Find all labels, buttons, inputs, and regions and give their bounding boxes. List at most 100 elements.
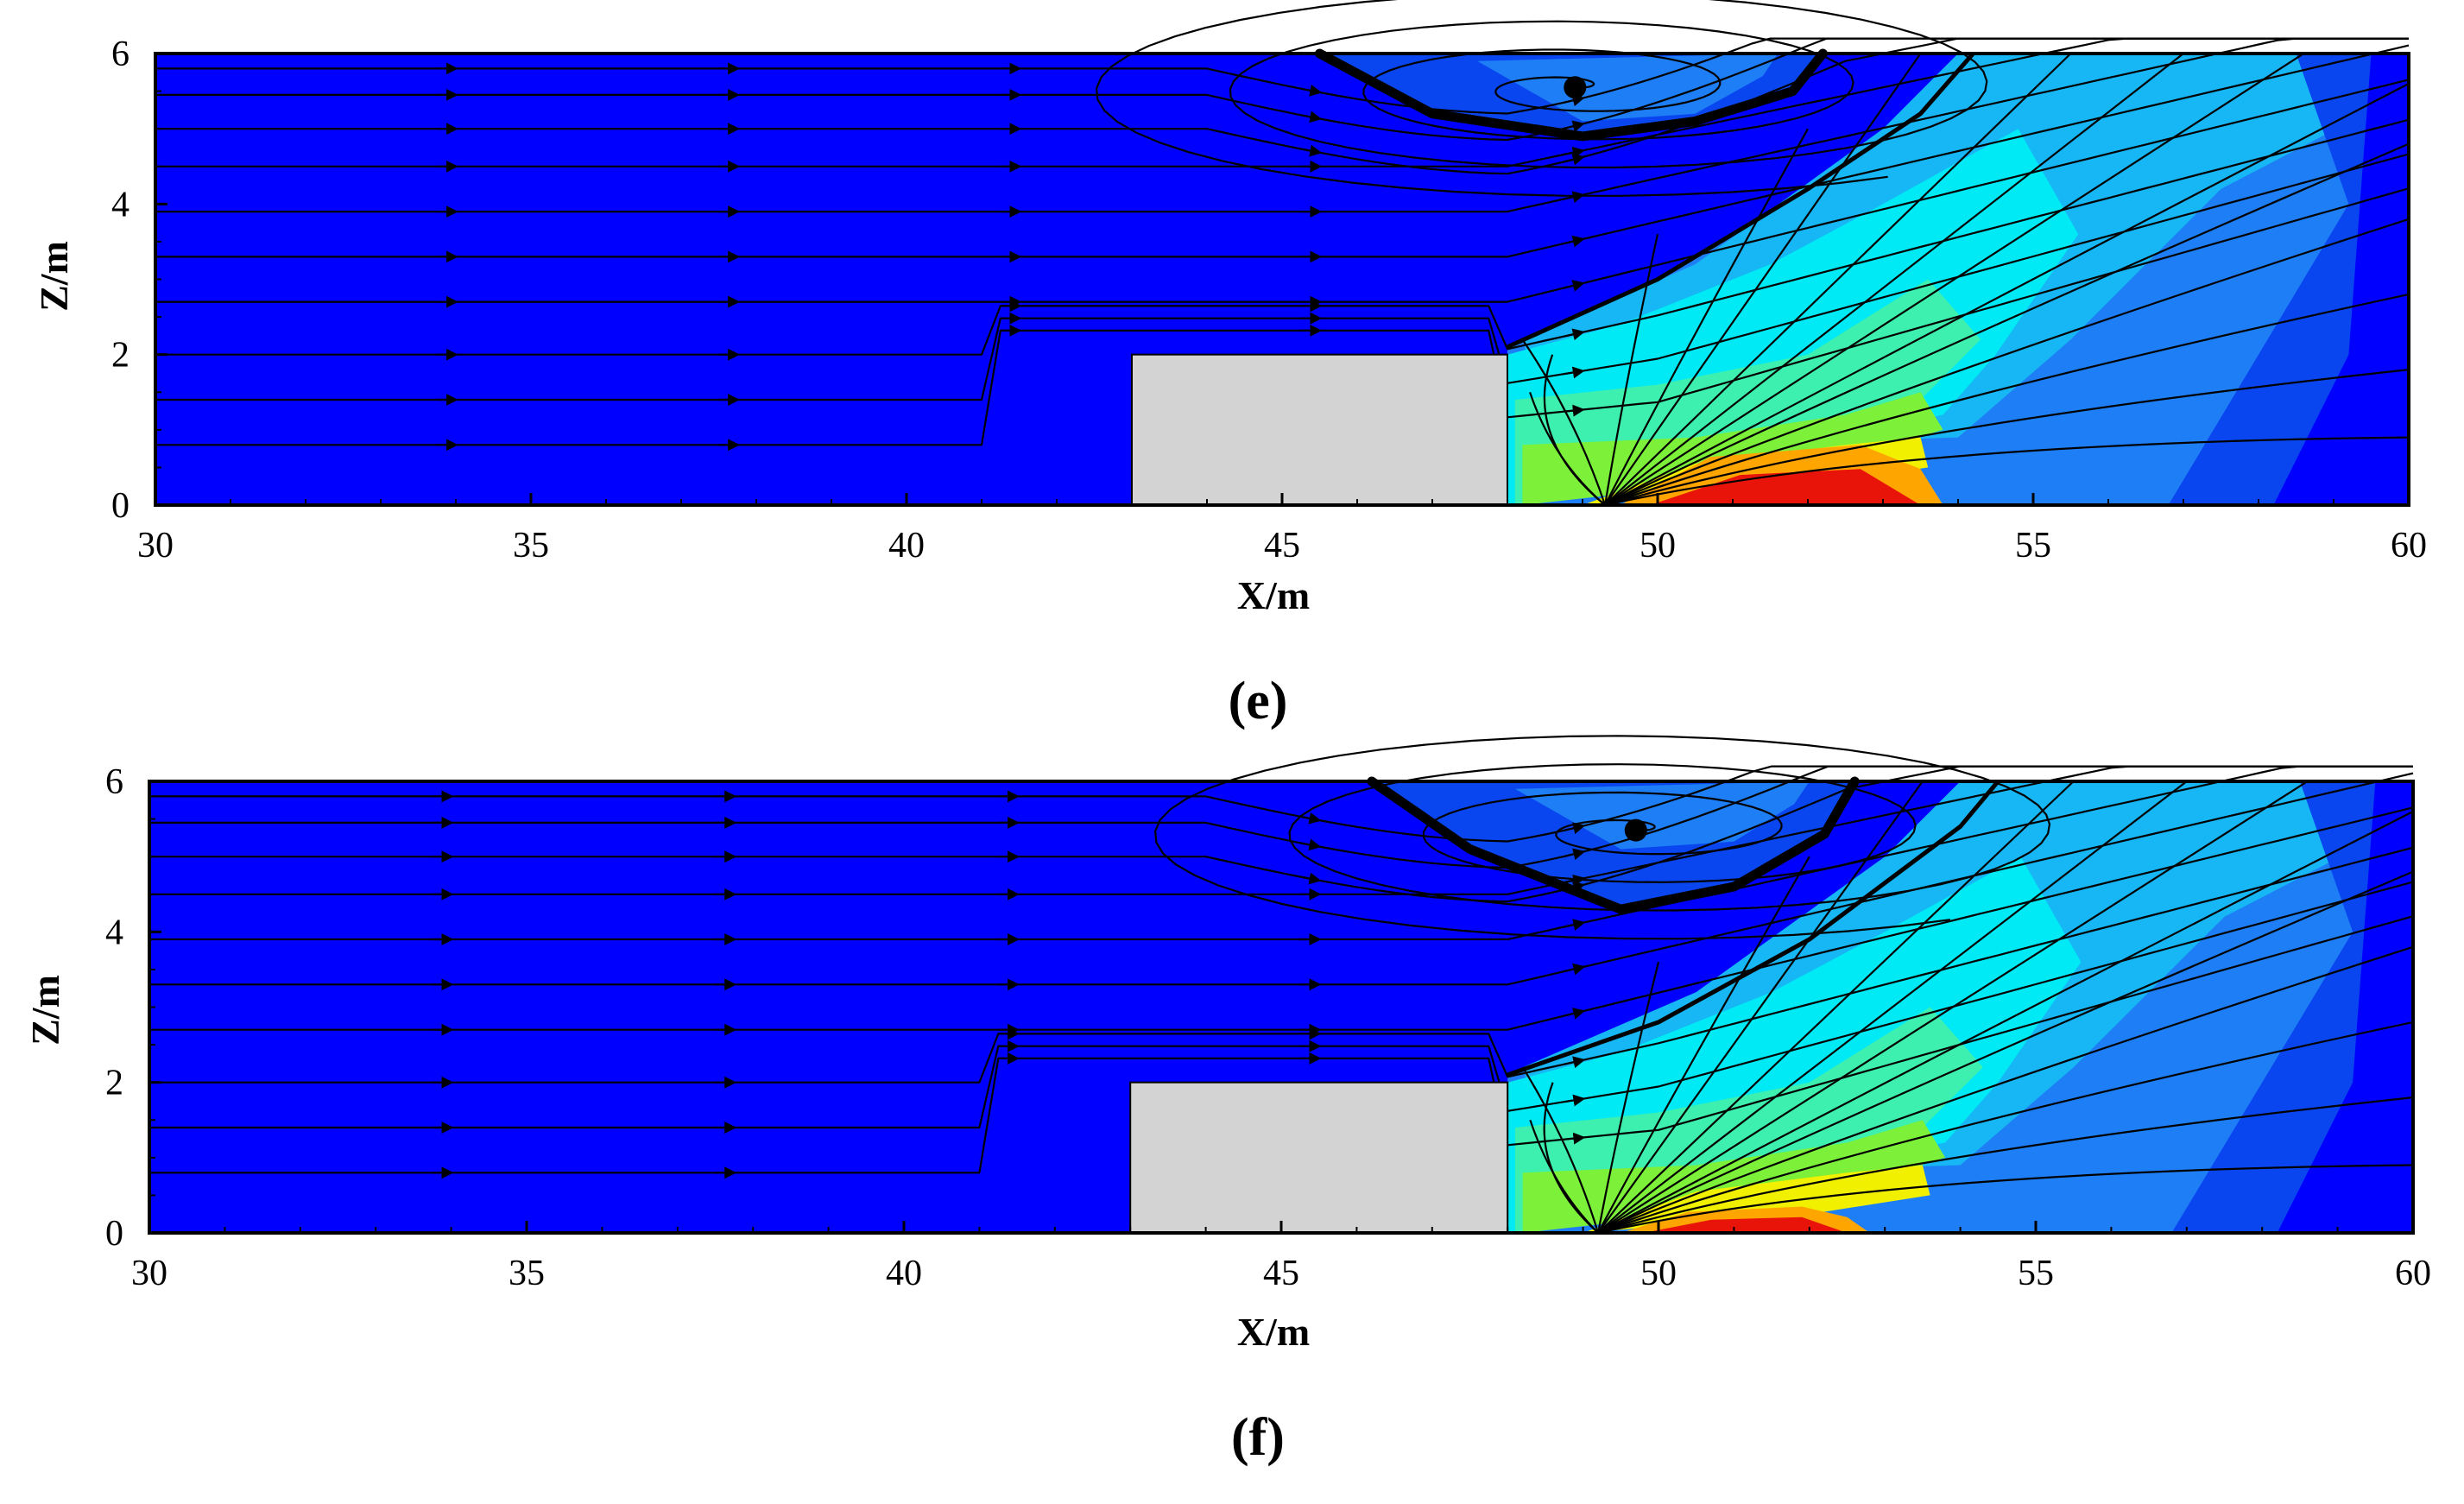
contour-level [1583,1165,1930,1233]
x-tick-label: 40 [886,1254,922,1293]
contour-level [2277,781,2413,1233]
vortex-center [1564,76,1587,99]
panel-f: 30 35 40 45 50 55 60 0 2 4 6 X/m Z/m (f) [23,735,2431,1467]
streamline [1604,233,1659,506]
x-axis-title: X/m [1237,1310,1310,1354]
y-tick-label: 4 [111,185,130,224]
streamline [1604,369,2410,507]
x-tick-label: 60 [2391,526,2427,566]
y-axis-title: Z/m [23,975,67,1046]
streamline-arrow [1299,812,1322,825]
contour-level [1522,392,1943,505]
streamline-arrow [1299,838,1322,851]
streamline [1529,391,1606,506]
streamline-arrow [1564,120,1585,133]
streamline [1521,338,1607,506]
y-tick-label: 0 [105,1214,123,1254]
streamline [149,765,2413,941]
y-tick-label: 6 [111,35,130,74]
separation-streamline [1315,48,1828,142]
streamline-arrow [1564,94,1585,107]
contour-level [2273,54,2409,505]
streamline [155,153,2410,401]
x-tick-label: 45 [1264,526,1300,566]
y-tick-label: 2 [111,336,130,376]
streamline [1604,142,2410,506]
recirculation-zone [1514,781,1810,850]
streamline [149,846,2414,1084]
streamline [1597,870,2414,1234]
streamline [155,187,2410,446]
streamline [1604,82,2410,506]
streamline [155,37,2409,213]
streamline [1529,1119,1599,1234]
streamline [1597,810,2414,1234]
streamline [149,772,2414,986]
streamline-arrow [1564,963,1586,976]
streamline-arrow [1300,111,1323,123]
streamline [1604,128,1809,506]
streamline-arrow [1564,848,1586,861]
streamline [155,118,2410,356]
obstacle-block [1129,1081,1509,1234]
x-tick-label: 55 [2015,526,2051,566]
separation-streamline [1367,776,1860,914]
recirculation-zone [1477,54,1779,122]
streamline [1597,780,1924,1234]
max-velocity-region [1650,469,1921,505]
streamline-arrow [1564,1008,1586,1020]
y-axis-title: Z/m [32,241,76,312]
streamline [1597,856,1810,1234]
streamline [149,765,2413,843]
vortex-spiral [1153,735,2051,940]
streamline [1597,1164,2414,1235]
streamline-arrow [1300,84,1323,97]
streamline [149,915,2414,1174]
axes: 30 35 40 45 50 55 60 0 2 4 6 [105,762,2431,1293]
streamline [149,765,2413,895]
streamline [1604,53,1922,506]
y-tick-label: 0 [111,486,130,526]
streamline [155,44,2410,258]
streamline-arrow [1564,366,1585,379]
streamline [149,881,2414,1129]
x-tick-label: 40 [888,526,925,566]
shear-layer-streamline [1507,780,2000,1077]
shear-layer-streamline [1506,52,1975,350]
streamline-arrow [1564,822,1586,835]
y-tick-label: 4 [105,913,123,952]
streamline-arrow [1564,328,1585,341]
panel-caption: (e) [1229,672,1288,730]
streamline [1521,1066,1600,1234]
streamline [149,806,2414,1031]
vortex-spiral [1095,0,1988,197]
streamline [1597,1096,2414,1235]
streamline [1604,53,2304,506]
streamline [1597,961,1660,1234]
contour-plot-area [155,0,2410,507]
streamline-arrow [1564,1094,1586,1107]
x-tick-label: 35 [509,1254,545,1293]
x-tick-label: 45 [1263,1254,1299,1293]
streamline [1597,1021,2414,1235]
obstacle-block [1131,353,1508,506]
panel-caption: (f) [1231,1408,1285,1467]
streamline-arrow [1564,153,1585,166]
streamline [1543,1082,1599,1234]
x-tick-label: 50 [1640,526,1676,566]
streamline-arrow [1564,919,1586,931]
streamline [1597,780,2188,1234]
streamline-arrow [1564,146,1585,159]
streamline-arrow [1564,1132,1586,1145]
streamline [1597,780,2309,1234]
streamlines [149,735,2414,1235]
streamline-arrow [1564,404,1585,417]
panel-e: 30 35 40 45 50 55 60 0 2 4 6 X/m Z/m (e) [32,0,2427,730]
vortex-center [1624,818,1647,842]
streamline-arrow [1299,872,1322,885]
contour-plot-area [149,735,2414,1235]
streamline-arrow [1564,1056,1586,1069]
streamline [1604,293,2410,507]
streamline [1604,53,2072,506]
axes: 30 35 40 45 50 55 60 0 2 4 6 [111,35,2427,566]
